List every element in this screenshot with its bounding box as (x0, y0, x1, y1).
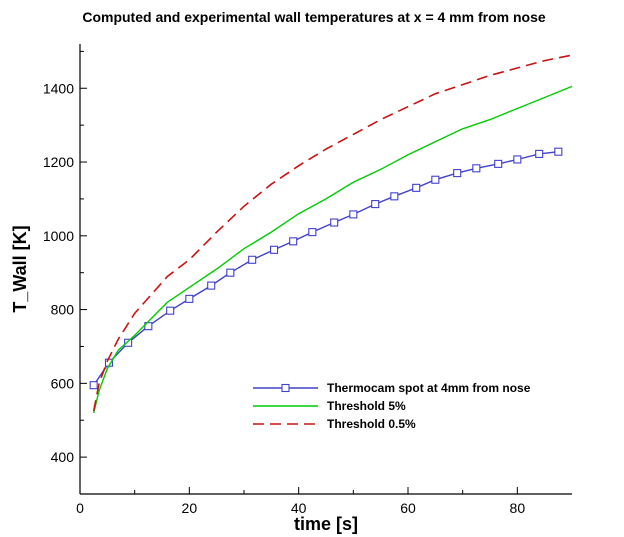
data-point-marker (330, 218, 339, 227)
x-tick-label: 60 (400, 500, 416, 516)
data-point-marker (349, 210, 358, 219)
legend-label-2: Threshold 0.5% (327, 417, 416, 431)
y-tick-label: 1200 (43, 154, 74, 170)
x-tick-label: 40 (291, 500, 307, 516)
data-point-marker (89, 381, 98, 390)
legend-label-1: Threshold 5% (327, 399, 406, 413)
data-point-marker (270, 245, 279, 254)
legend: Thermocam spot at 4mm from nose Threshold… (253, 381, 531, 431)
series-line-0 (93, 151, 559, 386)
y-tick-label: 400 (51, 449, 75, 465)
x-tick-label: 80 (510, 500, 526, 516)
data-point-marker (289, 237, 298, 246)
series-line-2 (92, 54, 573, 412)
data-point-marker (166, 306, 175, 315)
data-point-marker (207, 281, 216, 290)
data-point-marker (308, 228, 317, 237)
data-point-marker (513, 155, 522, 164)
y-tick-label: 1000 (43, 228, 74, 244)
data-point-marker (554, 147, 563, 156)
data-point-marker (144, 322, 153, 331)
data-point-marker (535, 149, 544, 158)
data-point-marker (494, 159, 503, 168)
data-point-marker (226, 268, 235, 277)
axis-ticks: 0 20 40 60 80 400 600 800 1000 1200 1400 (43, 50, 526, 516)
data-point-marker (431, 175, 440, 184)
data-point-marker (390, 192, 399, 201)
data-point-marker (453, 169, 462, 178)
y-axis-label: T_Wall [K] (10, 225, 30, 312)
data-point-marker (124, 338, 133, 347)
data-point-marker (371, 200, 380, 209)
y-tick-label: 1400 (43, 80, 74, 96)
plot-area: 0 20 40 60 80 400 600 800 1000 1200 1400 (43, 44, 573, 516)
y-tick-label: 800 (51, 302, 75, 318)
series-layer (89, 54, 573, 414)
series-line-1 (93, 85, 573, 414)
x-axis-label: time [s] (294, 514, 358, 534)
data-point-marker (412, 183, 421, 192)
legend-label-0: Thermocam spot at 4mm from nose (327, 381, 531, 395)
y-tick-label: 600 (51, 375, 75, 391)
chart-title: Computed and experimental wall temperatu… (82, 9, 546, 25)
data-point-marker (472, 164, 481, 173)
x-tick-label: 20 (182, 500, 198, 516)
legend-marker-0 (281, 383, 290, 393)
x-tick-label: 0 (76, 500, 84, 516)
data-point-marker (248, 255, 257, 264)
data-point-marker (185, 294, 194, 303)
